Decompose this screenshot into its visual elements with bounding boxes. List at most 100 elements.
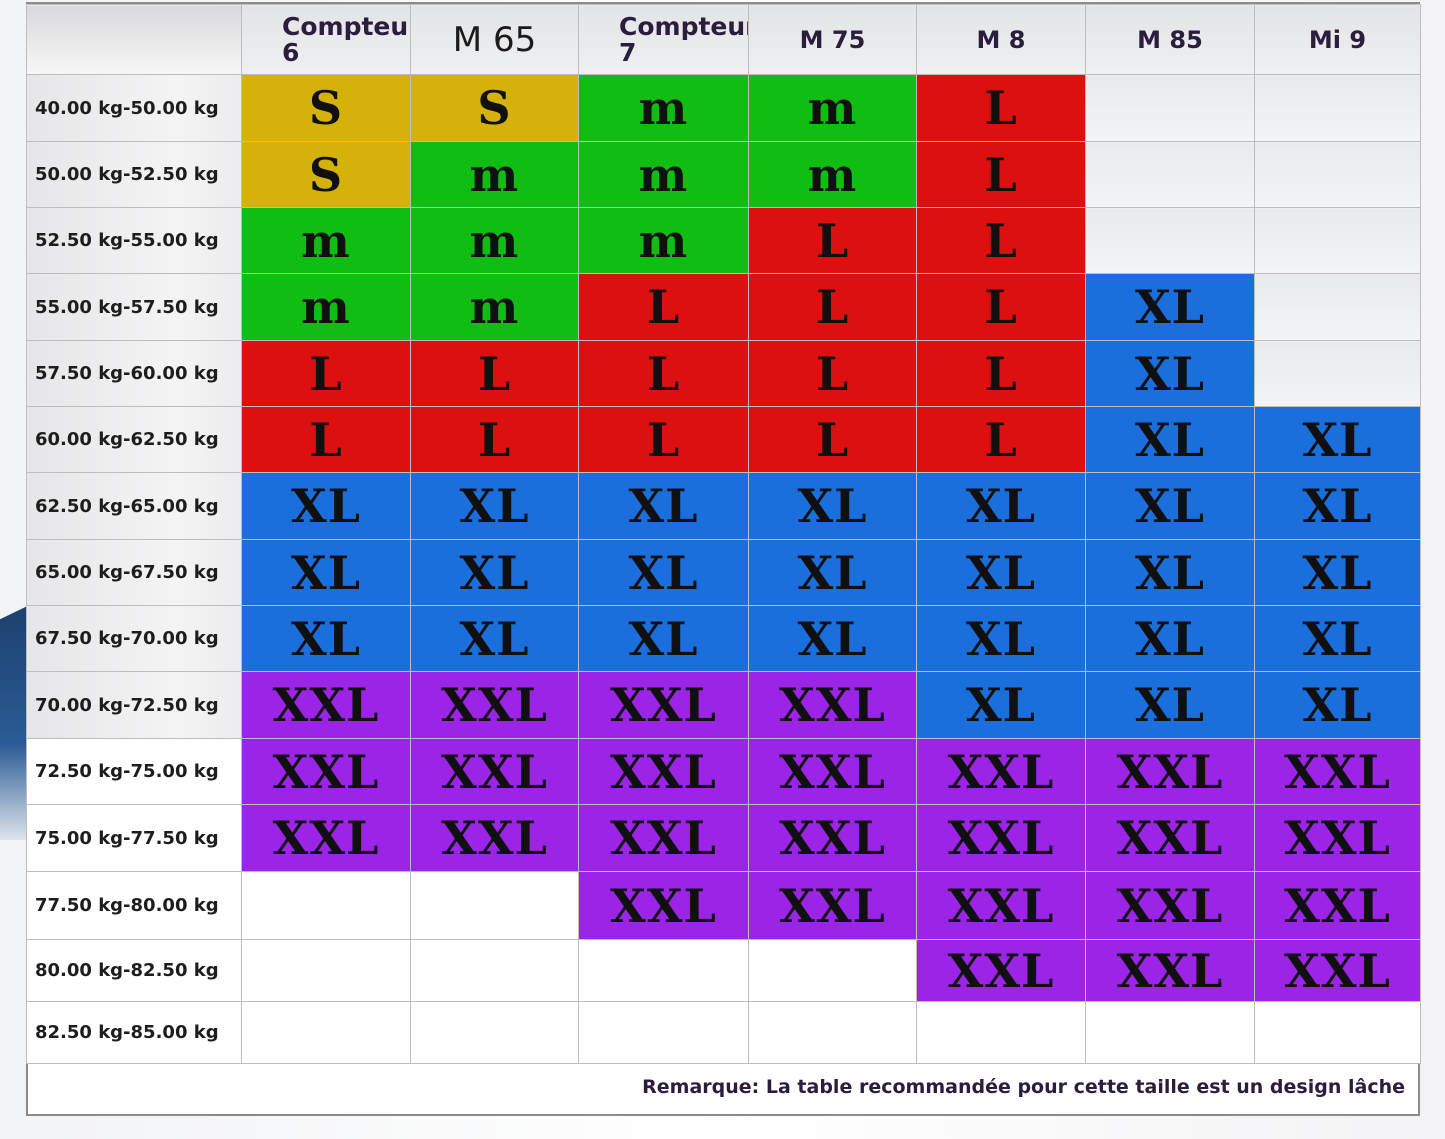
size-cell-m: m [410, 141, 579, 208]
size-cell-m: m [241, 273, 411, 341]
size-cell-l: L [578, 273, 749, 341]
size-cell-xl: XL [1085, 671, 1255, 739]
size-cell-xxl: XXL [410, 671, 579, 739]
size-cell-xl: XL [410, 539, 579, 606]
size-cell-l: L [748, 340, 917, 407]
size-cell-xl: XL [410, 605, 579, 672]
row-header-weight-range: 67.50 kg-70.00 kg [26, 605, 242, 672]
size-cell-l: L [916, 273, 1086, 341]
row-header-weight-range: 55.00 kg-57.50 kg [26, 273, 242, 341]
size-cell-s: S [241, 74, 411, 142]
size-cell-l: L [241, 340, 411, 407]
size-cell-xl: XL [916, 539, 1086, 606]
size-cell-xxl: XXL [241, 671, 411, 739]
table-row: 72.50 kg-75.00 kg XXL XXL XXL XXL XXL XXL XXL [26, 738, 1421, 805]
size-cell-xl: XL [578, 472, 749, 540]
empty-cell [241, 871, 411, 940]
empty-cell [1254, 207, 1421, 274]
size-cell-m: m [578, 74, 749, 142]
size-cell-xxl: XXL [1254, 804, 1421, 872]
size-cell-xl: XL [1254, 406, 1421, 473]
size-cell-xl: XL [1254, 539, 1421, 606]
size-cell-xl: XL [578, 539, 749, 606]
row-header-weight-range: 72.50 kg-75.00 kg [26, 738, 242, 805]
size-cell-xl: XL [748, 539, 917, 606]
row-header-weight-range: 80.00 kg-82.50 kg [26, 939, 242, 1002]
table-row: 77.50 kg-80.00 kg XXL XXL XXL XXL XXL [26, 871, 1421, 940]
table-row: 75.00 kg-77.50 kg XXL XXL XXL XXL XXL XXL XXL [26, 804, 1421, 872]
column-header-compteur-6: Compteur 6 [241, 4, 411, 75]
size-cell-xl: XL [410, 472, 579, 540]
size-cell-l: L [916, 74, 1086, 142]
size-cell-xl: XL [1085, 406, 1255, 473]
size-cell-xl: XL [916, 605, 1086, 672]
empty-cell [1254, 340, 1421, 407]
size-cell-l: L [578, 406, 749, 473]
size-cell-xxl: XXL [578, 804, 749, 872]
column-header-label: M 75 [799, 25, 866, 54]
size-cell-m: m [410, 207, 579, 274]
size-cell-xxl: XXL [1085, 939, 1255, 1002]
table-row: 55.00 kg-57.50 kg m m L L L XL [26, 273, 1421, 341]
empty-cell [748, 1001, 917, 1064]
column-header-label: Mi 9 [1308, 25, 1367, 54]
note-text: Remarque: La table recommandée pour cett… [642, 1076, 1405, 1098]
empty-cell [1254, 141, 1421, 208]
size-cell-m: m [748, 74, 917, 142]
size-cell-xxl: XXL [748, 671, 917, 739]
table-row: 52.50 kg-55.00 kg m m m L L [26, 207, 1421, 274]
column-header-m85: M 85 [1085, 4, 1255, 75]
empty-cell [1254, 74, 1421, 142]
size-cell-m: m [578, 141, 749, 208]
column-header-label: M 8 [976, 25, 1026, 54]
size-cell-m: m [578, 207, 749, 274]
empty-cell [1254, 273, 1421, 341]
empty-cell [410, 871, 579, 940]
row-header-weight-range: 40.00 kg-50.00 kg [26, 74, 242, 142]
size-cell-xl: XL [916, 472, 1086, 540]
size-cell-m: m [748, 141, 917, 208]
size-cell-xxl: XXL [748, 871, 917, 940]
size-cell-xl: XL [748, 605, 917, 672]
row-header-weight-range: 65.00 kg-67.50 kg [26, 539, 242, 606]
empty-cell [1085, 141, 1255, 208]
size-cell-l: L [410, 406, 579, 473]
size-cell-xl: XL [241, 605, 411, 672]
column-header-compteur-7: Compteur 7 [578, 4, 749, 75]
size-cell-xl: XL [1254, 605, 1421, 672]
column-header-label: M 85 [1137, 25, 1203, 54]
size-cell-l: L [916, 340, 1086, 407]
empty-cell [1085, 1001, 1255, 1064]
empty-cell [1085, 74, 1255, 142]
row-header-weight-range: 52.50 kg-55.00 kg [26, 207, 242, 274]
size-cell-xxl: XXL [578, 871, 749, 940]
size-cell-xxl: XXL [1085, 871, 1255, 940]
empty-cell [241, 939, 411, 1002]
column-header-m75: M 75 [748, 4, 917, 75]
size-cell-xl: XL [1085, 273, 1255, 341]
empty-cell [241, 1001, 411, 1064]
column-header-m8: M 8 [916, 4, 1086, 75]
empty-cell [578, 939, 749, 1002]
row-header-weight-range: 57.50 kg-60.00 kg [26, 340, 242, 407]
size-cell-l: L [748, 207, 917, 274]
size-cell-l: L [578, 340, 749, 407]
column-header-label: M 65 [452, 19, 537, 60]
size-cell-xxl: XXL [410, 804, 579, 872]
size-cell-xxl: XXL [1085, 738, 1255, 805]
size-cell-xl: XL [1085, 340, 1255, 407]
size-cell-l: L [916, 406, 1086, 473]
size-cell-xl: XL [241, 472, 411, 540]
size-cell-xxl: XXL [578, 671, 749, 739]
row-header-weight-range: 77.50 kg-80.00 kg [26, 871, 242, 940]
table-row: 80.00 kg-82.50 kg XXL XXL XXL [26, 939, 1421, 1002]
empty-cell [916, 1001, 1086, 1064]
size-cell-l: L [748, 406, 917, 473]
table-row: 82.50 kg-85.00 kg [26, 1001, 1421, 1064]
size-cell-xxl: XXL [1254, 939, 1421, 1002]
size-cell-xxl: XXL [578, 738, 749, 805]
row-header-weight-range: 75.00 kg-77.50 kg [26, 804, 242, 872]
header-row: Compteur 6 M 65 Compteur 7 M 75 M 8 M 85… [26, 4, 1421, 75]
size-cell-xl: XL [241, 539, 411, 606]
